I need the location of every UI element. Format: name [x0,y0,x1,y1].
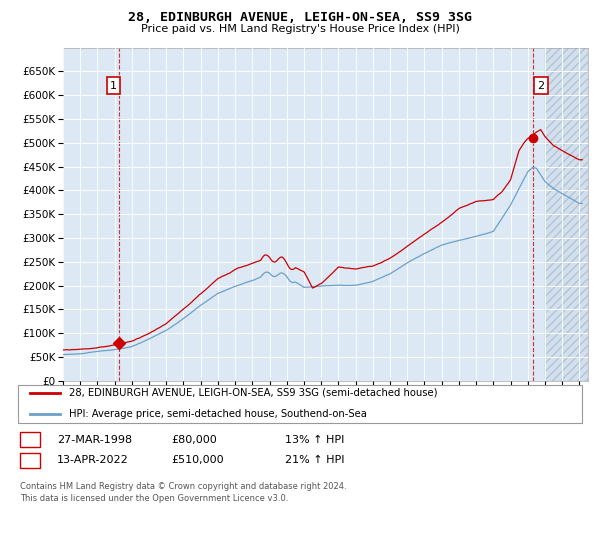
Text: 13% ↑ HPI: 13% ↑ HPI [285,435,344,445]
Text: Price paid vs. HM Land Registry's House Price Index (HPI): Price paid vs. HM Land Registry's House … [140,24,460,34]
Text: 2: 2 [538,81,545,91]
Text: Contains HM Land Registry data © Crown copyright and database right 2024.: Contains HM Land Registry data © Crown c… [20,482,346,491]
Text: 1: 1 [110,81,117,91]
Text: HPI: Average price, semi-detached house, Southend-on-Sea: HPI: Average price, semi-detached house,… [69,409,367,419]
Text: 13-APR-2022: 13-APR-2022 [57,455,129,465]
Bar [545,48,588,381]
Text: £80,000: £80,000 [171,435,217,445]
Text: 28, EDINBURGH AVENUE, LEIGH-ON-SEA, SS9 3SG: 28, EDINBURGH AVENUE, LEIGH-ON-SEA, SS9 … [128,11,472,24]
Text: 1: 1 [26,435,34,445]
Text: 21% ↑ HPI: 21% ↑ HPI [285,455,344,465]
Text: This data is licensed under the Open Government Licence v3.0.: This data is licensed under the Open Gov… [20,494,288,503]
Text: 28, EDINBURGH AVENUE, LEIGH-ON-SEA, SS9 3SG (semi-detached house): 28, EDINBURGH AVENUE, LEIGH-ON-SEA, SS9 … [69,388,437,398]
Bar [545,48,588,381]
Text: 27-MAR-1998: 27-MAR-1998 [57,435,132,445]
Text: 2: 2 [26,455,34,465]
Text: £510,000: £510,000 [171,455,224,465]
